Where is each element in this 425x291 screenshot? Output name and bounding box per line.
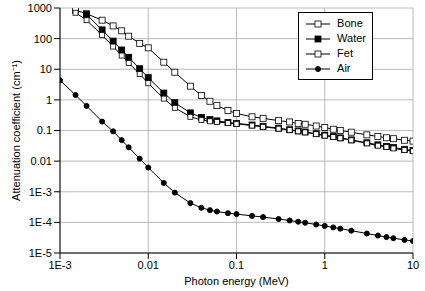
- html-text:Bone: Bone: [337, 17, 363, 29]
- svg-text:Attenuation coefficient (cm⁻¹): Attenuation coefficient (cm⁻¹): [10, 60, 22, 201]
- svg-text:1E-3: 1E-3: [29, 186, 52, 198]
- svg-text:1000: 1000: [28, 2, 52, 14]
- svg-text:1: 1: [322, 259, 328, 271]
- svg-text:10: 10: [407, 259, 417, 271]
- svg-text:1E-4: 1E-4: [29, 216, 52, 228]
- svg-text:1: 1: [46, 94, 52, 106]
- svg-text:0.1: 0.1: [37, 124, 52, 136]
- svg-text:10: 10: [40, 63, 52, 75]
- svg-text:0.01: 0.01: [138, 259, 159, 271]
- svg-text:1E-3: 1E-3: [48, 259, 71, 271]
- html-text:Air: Air: [337, 62, 351, 74]
- svg-text:100: 100: [34, 33, 52, 45]
- svg-text:1E-5: 1E-5: [29, 247, 52, 259]
- svg-text:Photon energy (MeV): Photon energy (MeV): [184, 275, 289, 287]
- svg-text:0.1: 0.1: [229, 259, 244, 271]
- html-text:Fet: Fet: [337, 47, 353, 59]
- svg-text:0.01: 0.01: [31, 155, 52, 167]
- html-text:Water: Water: [337, 32, 366, 44]
